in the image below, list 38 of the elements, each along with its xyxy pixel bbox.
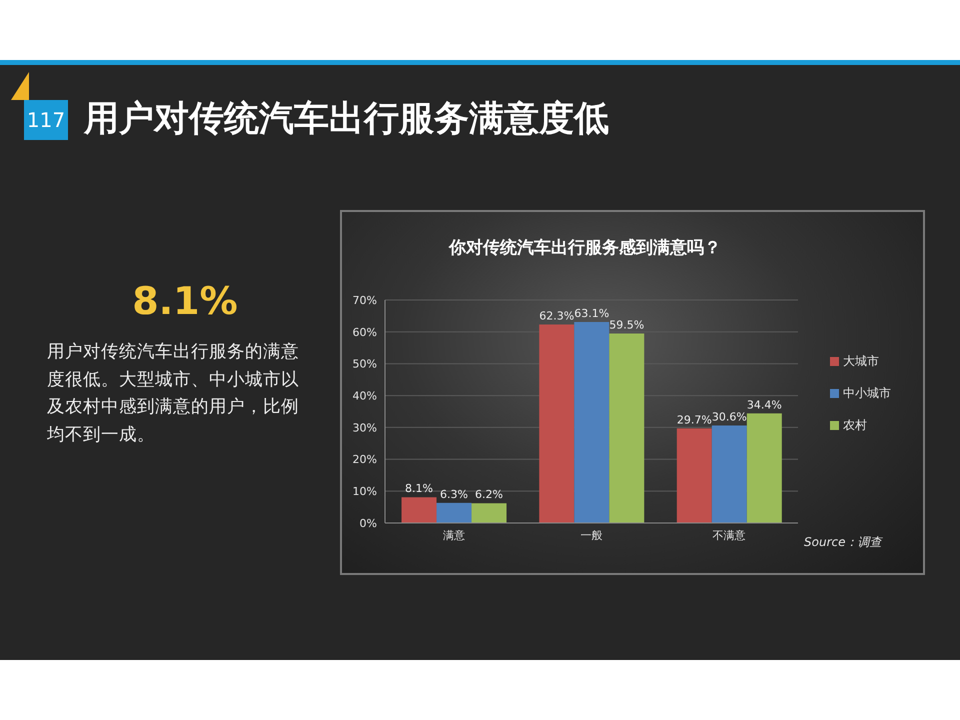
y-tick-label: 20% — [352, 453, 377, 466]
y-tick-label: 60% — [352, 326, 377, 339]
legend-label: 中小城市 — [843, 386, 891, 400]
x-tick-label: 不满意 — [712, 528, 746, 542]
bar — [676, 428, 712, 523]
text: 8.1% — [131, 278, 239, 324]
x-tick-label: 一般 — [580, 528, 602, 542]
x-tick-label: 满意 — [442, 528, 465, 542]
text: 用户对传统汽车出行服务满意度低 — [84, 98, 609, 141]
bar — [712, 426, 747, 523]
data-label: 6.3% — [440, 488, 468, 501]
y-tick-label: 50% — [352, 358, 377, 371]
bar — [539, 324, 574, 523]
source-note: Source：调查 — [804, 534, 882, 551]
bar — [746, 413, 782, 523]
data-label: 62.3% — [539, 310, 574, 323]
y-tick-label: 10% — [352, 485, 377, 498]
y-tick-label: 30% — [352, 421, 377, 434]
y-tick-label: 0% — [360, 516, 377, 530]
data-label: 29.7% — [676, 413, 712, 426]
bar — [436, 502, 472, 523]
data-label: 59.5% — [609, 318, 644, 332]
chart-title: 你对传统汽车出行服务感到满意吗？ — [448, 237, 722, 259]
data-label: 8.1% — [405, 482, 433, 496]
bar — [574, 322, 610, 523]
bar — [402, 497, 437, 523]
data-label: 30.6% — [712, 410, 747, 424]
y-tick-label: 70% — [352, 294, 377, 307]
legend-label: 农村 — [843, 418, 867, 432]
legend-label: 大城市 — [843, 354, 879, 368]
text: 117 — [26, 108, 66, 132]
data-label: 6.2% — [475, 488, 503, 502]
y-tick-label: 40% — [352, 389, 377, 402]
bar — [472, 503, 507, 523]
text: 用户对传统汽车出行服务的满意度很低。大型城市、中小城市以及农村中感到满意的用户，比例均不到一成。 — [47, 341, 300, 446]
data-label: 34.4% — [746, 398, 782, 412]
bar — [609, 333, 644, 523]
data-label: 63.1% — [574, 306, 610, 320]
